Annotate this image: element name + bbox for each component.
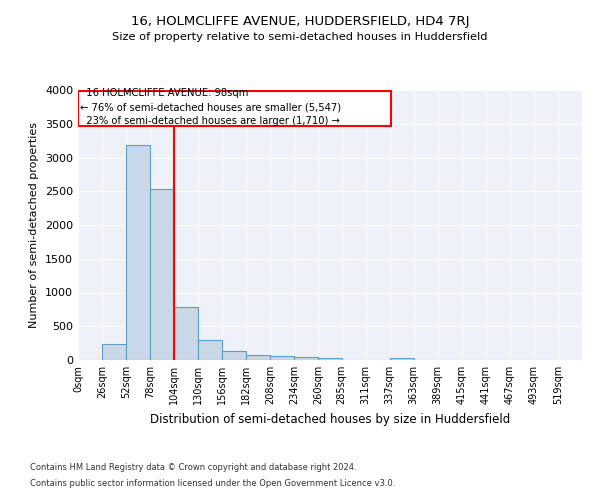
- FancyBboxPatch shape: [78, 90, 391, 126]
- Y-axis label: Number of semi-detached properties: Number of semi-detached properties: [29, 122, 40, 328]
- Bar: [174, 308, 198, 360]
- Text: Contains public sector information licensed under the Open Government Licence v3: Contains public sector information licen…: [30, 478, 395, 488]
- X-axis label: Distribution of semi-detached houses by size in Huddersfield: Distribution of semi-detached houses by …: [150, 412, 510, 426]
- Bar: [126, 146, 150, 360]
- Bar: [247, 354, 271, 360]
- Bar: [319, 358, 343, 360]
- Bar: [102, 344, 126, 360]
- Text: 16, HOLMCLIFFE AVENUE, HUDDERSFIELD, HD4 7RJ: 16, HOLMCLIFFE AVENUE, HUDDERSFIELD, HD4…: [131, 15, 469, 28]
- Bar: [150, 189, 174, 360]
- Text: 16 HOLMCLIFFE AVENUE: 98sqm
← 76% of semi-detached houses are smaller (5,547)
  : 16 HOLMCLIFFE AVENUE: 98sqm ← 76% of sem…: [80, 88, 341, 126]
- Bar: [271, 356, 295, 360]
- Bar: [295, 358, 319, 360]
- Bar: [222, 350, 247, 360]
- Text: Size of property relative to semi-detached houses in Huddersfield: Size of property relative to semi-detach…: [112, 32, 488, 42]
- Bar: [198, 340, 222, 360]
- Text: Contains HM Land Registry data © Crown copyright and database right 2024.: Contains HM Land Registry data © Crown c…: [30, 464, 356, 472]
- Bar: [389, 358, 413, 360]
